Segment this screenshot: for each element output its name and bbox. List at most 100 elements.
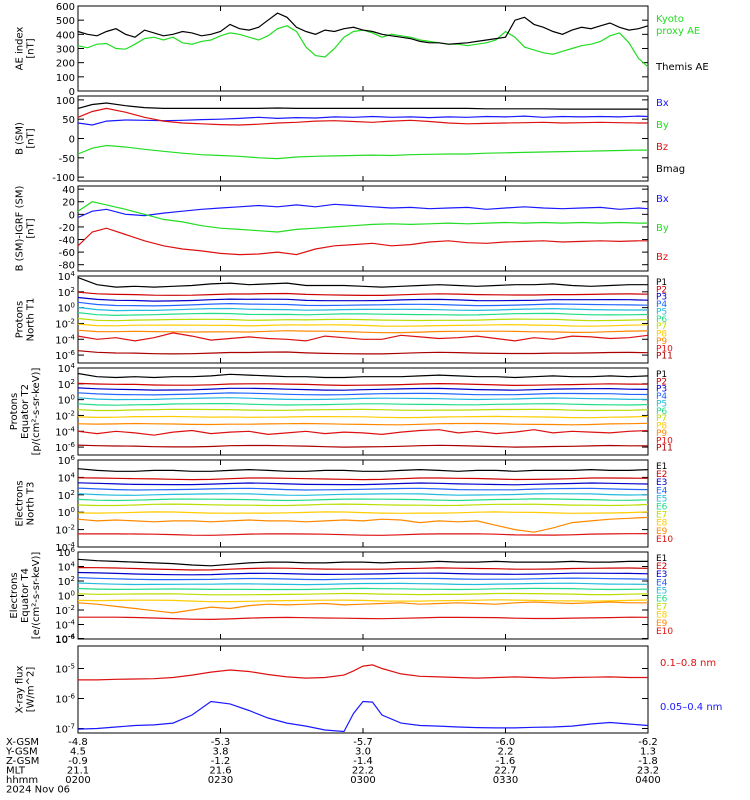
row-label-z-gsm: Z-GSM [6,756,39,767]
y-tick-label: 102 [58,575,75,588]
series-line-p4 [77,392,649,396]
series-line-e2 [77,567,649,571]
y-tick-label: 10-4 [55,333,75,346]
y-tick-label: 104 [58,561,76,574]
series-line-e9 [77,601,648,614]
series-line-bx [77,203,649,219]
series-line-p11 [77,350,649,355]
y-axis-label: [nT] [26,128,37,148]
legend-p7: P7 [656,322,667,332]
legend-long-band: 0.05–0.4 nm [660,702,722,713]
row-label-mlt: MLT [6,766,26,777]
legend-p4: P4 [656,392,667,402]
y-tick-label: -50 [59,154,75,165]
y-tick-label: 10-4 [55,619,75,632]
legend-p5: P5 [656,307,667,317]
y-axis-label: Electrons [15,480,26,526]
legend-e1: E1 [656,462,667,472]
series-line-e1 [77,558,648,567]
y-tick-label: 40 [62,185,75,196]
y-tick-label: 10-6 [55,349,75,362]
row-value: -5.7 [353,737,373,748]
y-tick-label: 10-4 [55,633,75,646]
y-axis-label: Protons [9,393,20,430]
legend-p6: P6 [656,407,667,417]
legend-p1: P1 [656,370,667,380]
row-value: 22.7 [494,766,516,777]
panel-5: 104 102 100 10-2 10-4 10-6 Protons Equator T2 [p… [9,362,673,456]
panel-1: 0 100 200 300 400 500 600 AE index [nT] Kyotoprox… [15,2,709,98]
series-line-e6 [77,587,649,591]
series-line-p4 [77,301,649,307]
y-axis-label: North T1 [26,298,37,342]
row-value: -6.0 [496,737,516,748]
legend-bmag: Bmag [656,164,685,175]
legend-e2: E2 [656,470,667,480]
series-line-e3 [77,482,649,486]
y-axis-label: Equator T2 [20,384,31,439]
y-tick-label: 600 [56,2,75,13]
panel-frame [77,645,649,734]
y-tick-label: 0 [69,135,75,146]
series-line-e2 [77,477,649,481]
y-tick-label: 10-6 [55,441,75,454]
y-tick-label: 100 [58,302,75,315]
legend-kyoto: Kyoto [656,14,684,25]
y-axis-label: Electrons [9,572,20,618]
x-axis-annotations: X-GSM -4.8 -5.3 -5.7 -6.0 -6.2 Y-GSM 4.5 3.8 3.0 2… [5,737,661,796]
legend-p10: P10 [656,436,673,446]
series-line-themis-ae [77,12,649,45]
legend-p11: P11 [656,444,673,454]
series-line-bz [77,227,648,256]
y-tick-label: 400 [56,30,75,41]
legend-p5: P5 [656,399,667,409]
series-line-by [77,144,648,160]
y-axis-label: B (SM) [15,122,26,155]
row-value: -6.2 [638,737,658,748]
y-axis-label: Equator T4 [20,568,31,623]
panel-frame [77,185,649,272]
y-tick-label: 102 [58,378,75,391]
row-value: 21.1 [67,766,89,777]
legend-p1: P1 [656,278,667,288]
y-tick-label: 200 [56,59,75,70]
row-value: 22.2 [352,766,374,777]
row-value: 21.6 [209,766,231,777]
series-line-p6 [77,312,649,317]
row-value: -4.8 [68,737,88,748]
series-line-p3 [77,387,649,391]
y-tick-label: -20 [59,223,75,234]
y-tick-label: 104 [58,270,76,283]
series-line-p3 [77,296,649,302]
series-line-e9 [77,516,649,533]
y-tick-label: 0 [69,87,75,98]
legend-e1: E1 [656,554,667,564]
y-tick-label: 106 [58,546,76,559]
y-tick-label: -80 [59,261,75,272]
y-tick-label: 50 [62,115,75,126]
series-line-e3 [77,571,649,576]
y-axis-label: [W/m^2] [26,667,37,713]
panel-frame [77,551,649,640]
y-tick-label: -100 [52,173,75,184]
y-tick-label: 10-2 [55,524,75,537]
legend-e4: E4 [656,486,668,496]
legend-e4: E4 [656,578,668,588]
row-value: 1.3 [640,747,656,758]
legend-e10: E10 [656,535,673,545]
legend-p7: P7 [656,414,667,424]
series-line-bx [77,115,649,126]
series-line-p7 [77,408,649,412]
y-tick-label: 104 [58,471,76,484]
series-line-e8 [77,599,649,603]
legend-e7: E7 [656,603,667,613]
panel-frame [77,367,649,456]
series-line-p2 [77,382,649,387]
legend-e6: E6 [656,595,668,605]
row-value: 4.5 [70,747,86,758]
y-tick-label: 10-7 [55,723,75,736]
legend-e9: E9 [656,527,668,537]
legend-p11: P11 [656,352,673,362]
